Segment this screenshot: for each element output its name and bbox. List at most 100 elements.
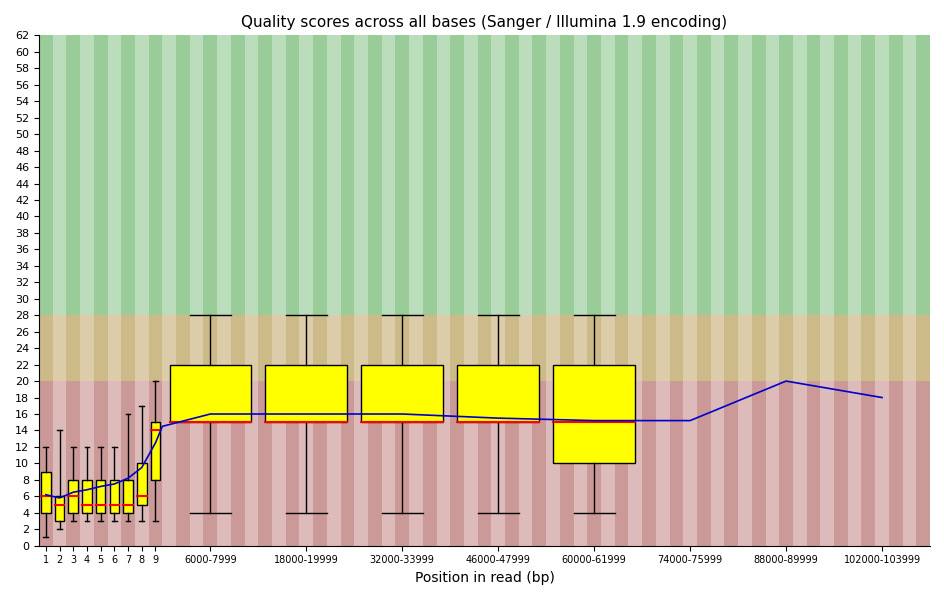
Bar (162, 315, 176, 381)
Bar (39, 35, 53, 315)
Bar (683, 381, 697, 546)
Bar (41, 472, 51, 513)
Bar (327, 35, 340, 315)
Bar (464, 315, 477, 381)
Bar (312, 381, 327, 546)
Bar (121, 315, 135, 381)
Bar (518, 381, 531, 546)
Bar (354, 35, 367, 315)
Bar (464, 381, 477, 546)
Bar (929, 315, 943, 381)
Bar (108, 315, 121, 381)
Bar (655, 315, 669, 381)
Bar (531, 35, 546, 315)
Bar (559, 381, 573, 546)
Bar (80, 315, 93, 381)
Bar (491, 315, 504, 381)
Bar (573, 315, 586, 381)
Bar (737, 315, 751, 381)
Bar (39, 381, 53, 546)
Bar (110, 480, 119, 513)
Bar (737, 35, 751, 315)
Bar (354, 315, 367, 381)
Bar (381, 315, 395, 381)
Bar (504, 35, 518, 315)
Bar (137, 463, 146, 505)
Bar (546, 381, 559, 546)
Bar (148, 315, 162, 381)
Bar (559, 315, 573, 381)
Bar (66, 381, 80, 546)
Bar (148, 35, 162, 315)
Bar (779, 315, 792, 381)
Bar (847, 315, 861, 381)
Bar (409, 315, 422, 381)
Bar (628, 35, 642, 315)
Bar (361, 365, 443, 422)
Bar (642, 381, 655, 546)
Bar (312, 35, 327, 315)
Bar (258, 381, 272, 546)
Bar (80, 381, 93, 546)
Bar (600, 315, 614, 381)
Bar (436, 381, 449, 546)
Bar (710, 381, 724, 546)
Bar (299, 381, 312, 546)
Bar (367, 35, 381, 315)
Bar (600, 35, 614, 315)
Bar (162, 35, 176, 315)
Bar (272, 35, 285, 315)
Bar (834, 315, 847, 381)
Bar (779, 35, 792, 315)
Bar (258, 35, 272, 315)
Bar (217, 315, 230, 381)
Bar (642, 35, 655, 315)
Bar (422, 35, 436, 315)
Bar (888, 381, 902, 546)
Bar (150, 422, 160, 480)
Bar (861, 315, 874, 381)
Bar (190, 381, 203, 546)
Bar (902, 381, 916, 546)
Bar (586, 315, 600, 381)
Bar (340, 315, 354, 381)
Bar (217, 35, 230, 315)
Bar (176, 35, 190, 315)
Bar (586, 35, 600, 315)
Bar (340, 381, 354, 546)
Bar (874, 35, 888, 315)
Bar (169, 365, 251, 422)
Bar (285, 381, 299, 546)
Bar (491, 35, 504, 315)
Bar (559, 35, 573, 315)
Bar (244, 315, 258, 381)
Bar (724, 315, 737, 381)
Bar (669, 35, 683, 315)
Bar (381, 381, 395, 546)
Bar (230, 35, 244, 315)
Bar (710, 35, 724, 315)
Bar (779, 381, 792, 546)
Bar (299, 35, 312, 315)
Bar (916, 381, 929, 546)
Bar (628, 315, 642, 381)
Bar (272, 315, 285, 381)
Bar (491, 381, 504, 546)
Bar (874, 381, 888, 546)
Bar (751, 315, 765, 381)
Bar (93, 35, 108, 315)
Bar (354, 381, 367, 546)
Bar (710, 315, 724, 381)
Bar (190, 315, 203, 381)
Bar (162, 381, 176, 546)
Bar (792, 381, 806, 546)
Bar (340, 35, 354, 315)
Bar (642, 315, 655, 381)
Bar (135, 315, 148, 381)
Bar (436, 35, 449, 315)
Bar (285, 35, 299, 315)
Bar (190, 35, 203, 315)
Bar (244, 35, 258, 315)
Bar (80, 35, 93, 315)
Bar (573, 35, 586, 315)
